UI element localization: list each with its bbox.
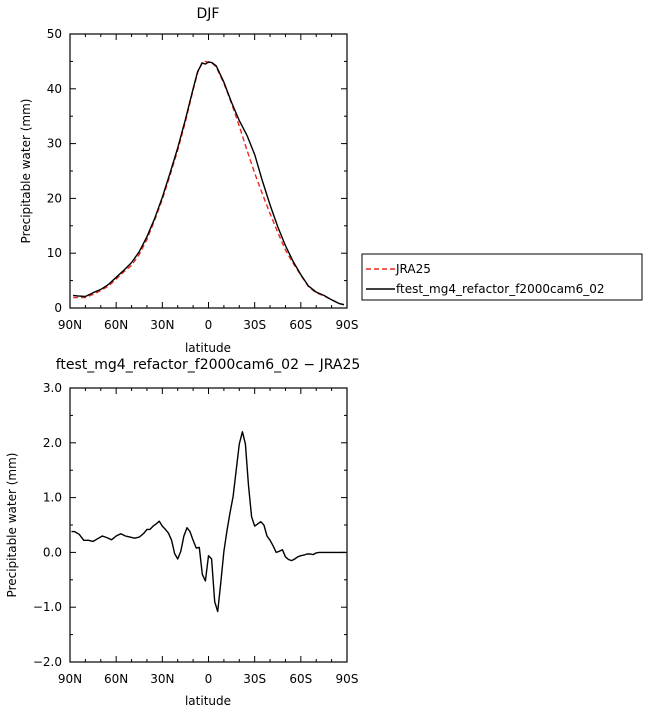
x-tick-label: 30N xyxy=(150,318,174,332)
x-tick-label: 60S xyxy=(289,318,312,332)
x-tick-label: 90N xyxy=(58,672,82,686)
series-line-0 xyxy=(73,60,345,306)
bottom-chart-plot-frame xyxy=(69,387,348,663)
y-tick-label: 40 xyxy=(47,82,62,96)
y-tick-label: 1.0 xyxy=(43,491,62,505)
legend-frame xyxy=(361,253,643,301)
top-chart-panel: DJF 90N 60N 30N 0 30S 60S 90S 0 10 20 30 40 50 latit… xyxy=(19,6,358,355)
x-tick-label: 30N xyxy=(150,672,174,686)
bottom-chart-y-axis-label: Precipitable water (mm) xyxy=(5,453,19,598)
x-tick-label: 60N xyxy=(104,318,128,332)
y-tick-label: −1.0 xyxy=(33,600,62,614)
x-tick-label: 90N xyxy=(58,318,82,332)
y-tick-label: 10 xyxy=(47,246,62,260)
bottom-chart-title: ftest_mg4_refactor_f2000cam6_02 − JRA25 xyxy=(56,357,361,373)
y-tick-label: 30 xyxy=(47,137,62,151)
x-tick-label: 90S xyxy=(336,672,359,686)
x-tick-label: 0 xyxy=(205,672,213,686)
x-tick-label: 0 xyxy=(205,318,213,332)
y-tick-label: 0.0 xyxy=(43,545,62,559)
y-tick-label: 0 xyxy=(54,301,62,315)
bottom-chart-panel: ftest_mg4_refactor_f2000cam6_02 − JRA25 … xyxy=(5,357,360,708)
bottom-chart-x-axis-label: latitude xyxy=(185,694,231,708)
top-chart-x-axis-label: latitude xyxy=(185,341,231,355)
y-tick-label: 50 xyxy=(47,27,62,41)
x-tick-label: 30S xyxy=(243,672,266,686)
legend-label-model: ftest_mg4_refactor_f2000cam6_02 xyxy=(396,282,605,296)
top-chart-y-axis-label: Precipitable water (mm) xyxy=(19,99,33,244)
x-tick-label: 60S xyxy=(289,672,312,686)
y-tick-label: 2.0 xyxy=(43,436,62,450)
top-chart-legend: JRA25 ftest_mg4_refactor_f2000cam6_02 xyxy=(361,253,643,301)
y-tick-label: −2.0 xyxy=(33,655,62,669)
series-line-1 xyxy=(73,61,345,306)
top-chart-plot-frame xyxy=(69,33,348,309)
y-tick-label: 20 xyxy=(47,191,62,205)
x-tick-label: 30S xyxy=(243,318,266,332)
series-line-0 xyxy=(71,431,346,613)
x-tick-label: 90S xyxy=(336,318,359,332)
y-tick-label: 3.0 xyxy=(43,381,62,395)
top-chart-title: DJF xyxy=(197,6,220,22)
legend-label-jra25: JRA25 xyxy=(395,262,431,276)
x-tick-label: 60N xyxy=(104,672,128,686)
